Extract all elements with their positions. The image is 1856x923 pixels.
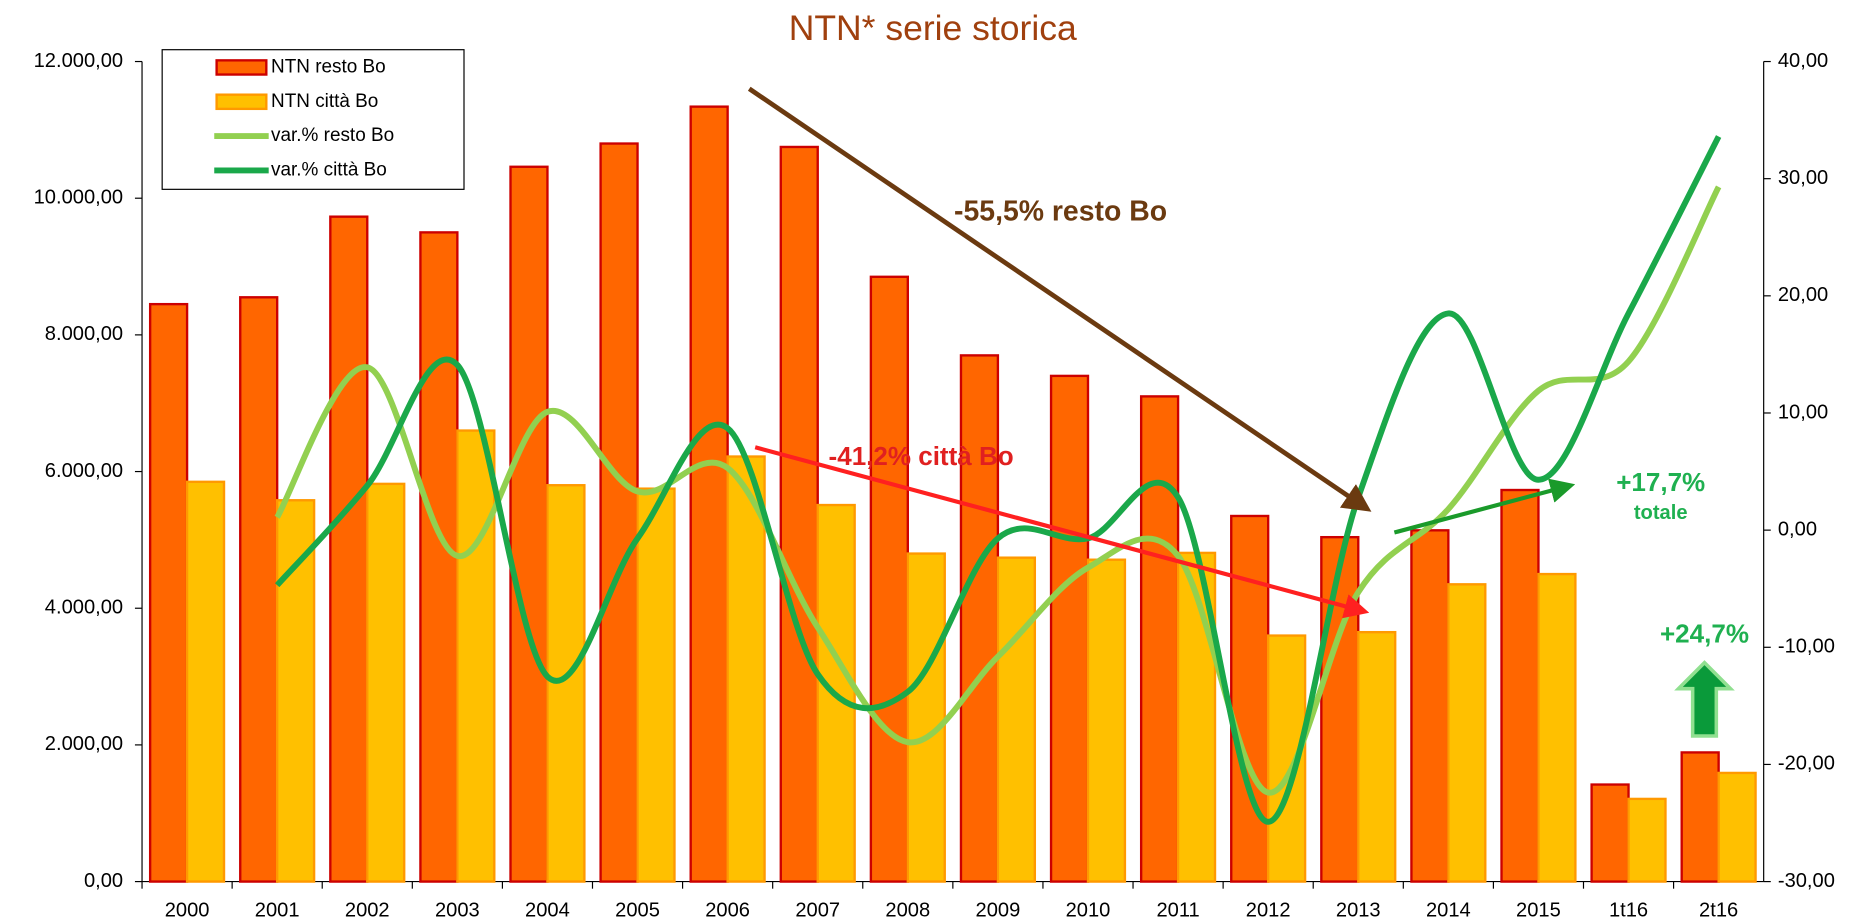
annotation: +24,7% xyxy=(1660,618,1749,648)
arrow xyxy=(754,445,1370,619)
y2-tick-label: -30,00 xyxy=(1778,870,1835,892)
annotation: totale xyxy=(1634,502,1688,524)
legend: NTN resto Bo NTN città Bo var.% resto Bo va… xyxy=(161,49,465,190)
bar xyxy=(419,231,459,883)
y2-tick-label: -10,00 xyxy=(1778,636,1835,658)
bar xyxy=(726,455,766,883)
bar xyxy=(959,354,1000,883)
bar xyxy=(1627,797,1667,883)
bar xyxy=(1049,374,1090,883)
x-tick-label: 2008 xyxy=(885,899,930,921)
y-tick-label: 2.000,00 xyxy=(45,733,123,755)
legend-label: var.% resto Bo xyxy=(271,125,394,146)
x-tick-label: 2003 xyxy=(435,899,480,921)
annotation: -55,5% resto Bo xyxy=(954,196,1167,228)
bar xyxy=(329,215,369,883)
bar xyxy=(869,275,909,883)
bar xyxy=(636,487,676,883)
bar xyxy=(546,484,586,883)
x-tick-label: 2013 xyxy=(1336,899,1381,921)
y-tick-label: 6.000,00 xyxy=(45,460,123,482)
line xyxy=(274,135,1722,825)
bar xyxy=(456,429,496,883)
x-tick-label: 2002 xyxy=(345,899,390,921)
legend-label: NTN città Bo xyxy=(271,91,378,112)
bar xyxy=(599,142,639,883)
x-tick-label: 2014 xyxy=(1426,899,1471,921)
x-tick-label: 2t16 xyxy=(1699,899,1738,921)
annotation-arrows xyxy=(747,86,1735,738)
y2-tick-label: 30,00 xyxy=(1778,167,1828,189)
x-tick-label: 2009 xyxy=(976,899,1021,921)
legend-label: var.% città Bo xyxy=(271,159,387,180)
bar xyxy=(366,482,406,883)
arrow xyxy=(1393,478,1576,535)
up-arrow xyxy=(1674,660,1735,738)
x-tick-label: 2005 xyxy=(615,899,660,921)
bar xyxy=(779,145,819,883)
x-tick-label: 2006 xyxy=(705,899,750,921)
y2-tick-label: 40,00 xyxy=(1778,50,1828,72)
y-tick-label: 0,00 xyxy=(84,870,123,892)
line xyxy=(274,185,1722,796)
bar xyxy=(1320,535,1360,883)
bar xyxy=(996,556,1037,883)
legend-swatch xyxy=(215,59,268,76)
bar xyxy=(1500,488,1540,883)
x-tick-label: 2011 xyxy=(1156,899,1199,921)
annotation: -41,2% città Bo xyxy=(829,441,1014,471)
bar xyxy=(1680,751,1720,883)
bar xyxy=(1537,572,1577,883)
y2-tick-label: -20,00 xyxy=(1778,753,1835,775)
bar xyxy=(509,165,549,883)
x-tick-label: 1t16 xyxy=(1609,899,1648,921)
x-tick-label: 2015 xyxy=(1516,899,1561,921)
y2-tick-label: 20,00 xyxy=(1778,284,1828,306)
y-tick-label: 10.000,00 xyxy=(34,187,123,209)
x-tick-label: 2007 xyxy=(795,899,840,921)
y-tick-label: 8.000,00 xyxy=(45,323,123,345)
x-tick-label: 2000 xyxy=(165,899,210,921)
annotation: +17,7% xyxy=(1616,467,1705,497)
bar xyxy=(239,296,279,883)
x-tick-label: 2001 xyxy=(255,899,300,921)
bar xyxy=(1717,771,1757,883)
x-tick-label: 2004 xyxy=(525,899,570,921)
bar xyxy=(1590,783,1630,883)
y-tick-label: 12.000,00 xyxy=(34,50,123,72)
arrow xyxy=(747,86,1372,512)
legend-swatch xyxy=(215,93,268,111)
bar xyxy=(1086,558,1127,883)
chart-title: NTN* serie storica xyxy=(789,8,1077,48)
y-tick-label: 4.000,00 xyxy=(45,597,123,619)
bar xyxy=(148,302,189,883)
bar xyxy=(185,480,226,883)
bar xyxy=(1447,583,1487,883)
bar xyxy=(275,499,316,883)
y2-tick-label: 0,00 xyxy=(1778,518,1817,540)
x-tick-label: 2010 xyxy=(1066,899,1111,921)
bar xyxy=(689,105,729,883)
bar xyxy=(906,552,946,883)
bar xyxy=(1139,395,1180,883)
y2-tick-label: 10,00 xyxy=(1778,401,1828,423)
x-tick-label: 2012 xyxy=(1246,899,1291,921)
plot-area: 0,00 2.000,00 4.000,00 6.000,00 8.000,00 10.0… xyxy=(34,50,1835,922)
legend-label: NTN resto Bo xyxy=(271,56,386,77)
bar xyxy=(1357,630,1397,883)
bar xyxy=(1230,514,1270,883)
bar xyxy=(1410,529,1450,883)
legend-box xyxy=(161,49,465,190)
